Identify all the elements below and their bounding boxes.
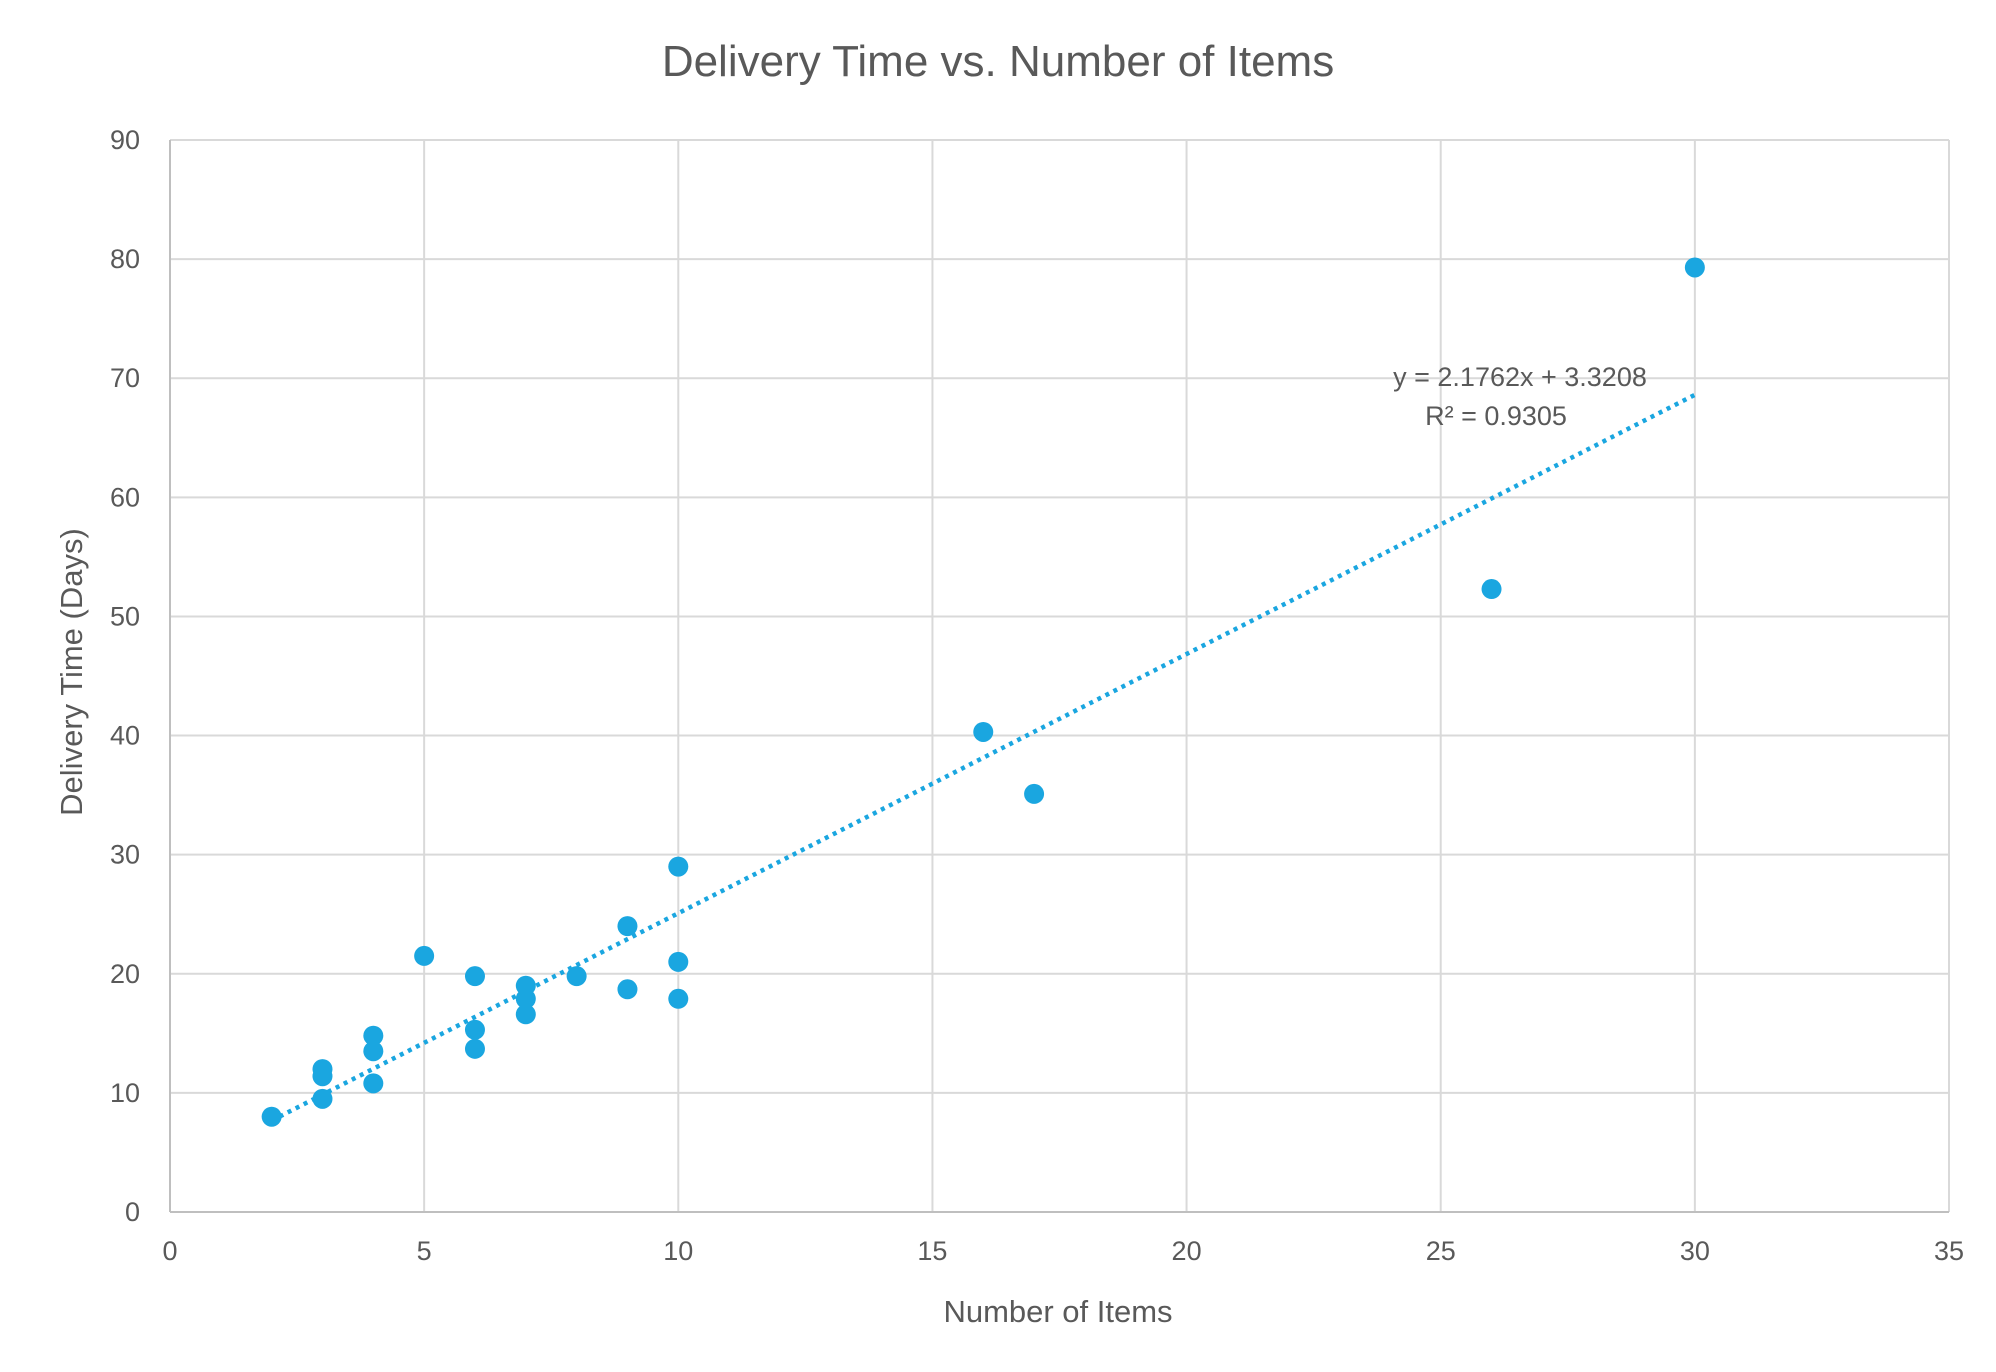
trendline-layer xyxy=(270,392,1696,1123)
data-point xyxy=(464,1019,485,1040)
y-tick-label: 80 xyxy=(110,244,140,274)
data-point xyxy=(1481,579,1502,600)
data-point xyxy=(668,988,689,1009)
data-point xyxy=(363,1073,384,1094)
data-point xyxy=(363,1041,384,1062)
y-tick-label: 10 xyxy=(110,1078,140,1108)
data-point xyxy=(1024,783,1045,804)
data-point xyxy=(261,1106,282,1127)
data-points xyxy=(261,257,1705,1127)
data-point xyxy=(617,916,638,937)
data-point xyxy=(464,1038,485,1059)
data-point xyxy=(973,721,994,742)
y-tick-label: 90 xyxy=(110,125,140,155)
x-tick-label: 5 xyxy=(417,1236,432,1266)
chart-title: Delivery Time vs. Number of Items xyxy=(662,37,1334,86)
x-axis-title: Number of Items xyxy=(943,1294,1172,1329)
x-tick-label: 30 xyxy=(1680,1236,1710,1266)
x-tick-label: 25 xyxy=(1426,1236,1456,1266)
data-point xyxy=(566,966,587,987)
data-point xyxy=(515,1004,536,1025)
trendline-r-squared: R² = 0.9305 xyxy=(1425,401,1567,431)
y-axis-title: Delivery Time (Days) xyxy=(54,528,89,816)
data-point xyxy=(1684,257,1705,278)
y-tick-label: 60 xyxy=(110,482,140,512)
y-tick-label: 50 xyxy=(110,601,140,631)
data-point xyxy=(515,988,536,1009)
data-point xyxy=(617,979,638,1000)
x-tick-label: 15 xyxy=(917,1236,947,1266)
axes xyxy=(169,140,1949,1213)
y-tick-label: 0 xyxy=(125,1197,140,1227)
y-tick-label: 70 xyxy=(110,363,140,393)
y-tick-label: 30 xyxy=(110,840,140,870)
gridlines xyxy=(169,139,1950,1212)
x-tick-label: 35 xyxy=(1934,1236,1964,1266)
trendline xyxy=(270,392,1696,1123)
x-tick-label: 10 xyxy=(663,1236,693,1266)
data-point xyxy=(312,1088,333,1109)
labels: Delivery Time vs. Number of Items Number… xyxy=(54,37,1964,1329)
x-tick-label: 0 xyxy=(162,1236,177,1266)
data-point xyxy=(363,1025,384,1046)
data-point xyxy=(414,945,435,966)
data-point xyxy=(312,1066,333,1087)
data-point xyxy=(668,951,689,972)
x-tick-label: 20 xyxy=(1172,1236,1202,1266)
y-tick-label: 40 xyxy=(110,721,140,751)
data-point xyxy=(668,856,689,877)
data-point xyxy=(464,966,485,987)
y-tick-label: 20 xyxy=(110,959,140,989)
trendline-equation: y = 2.1762x + 3.3208 xyxy=(1393,362,1647,392)
